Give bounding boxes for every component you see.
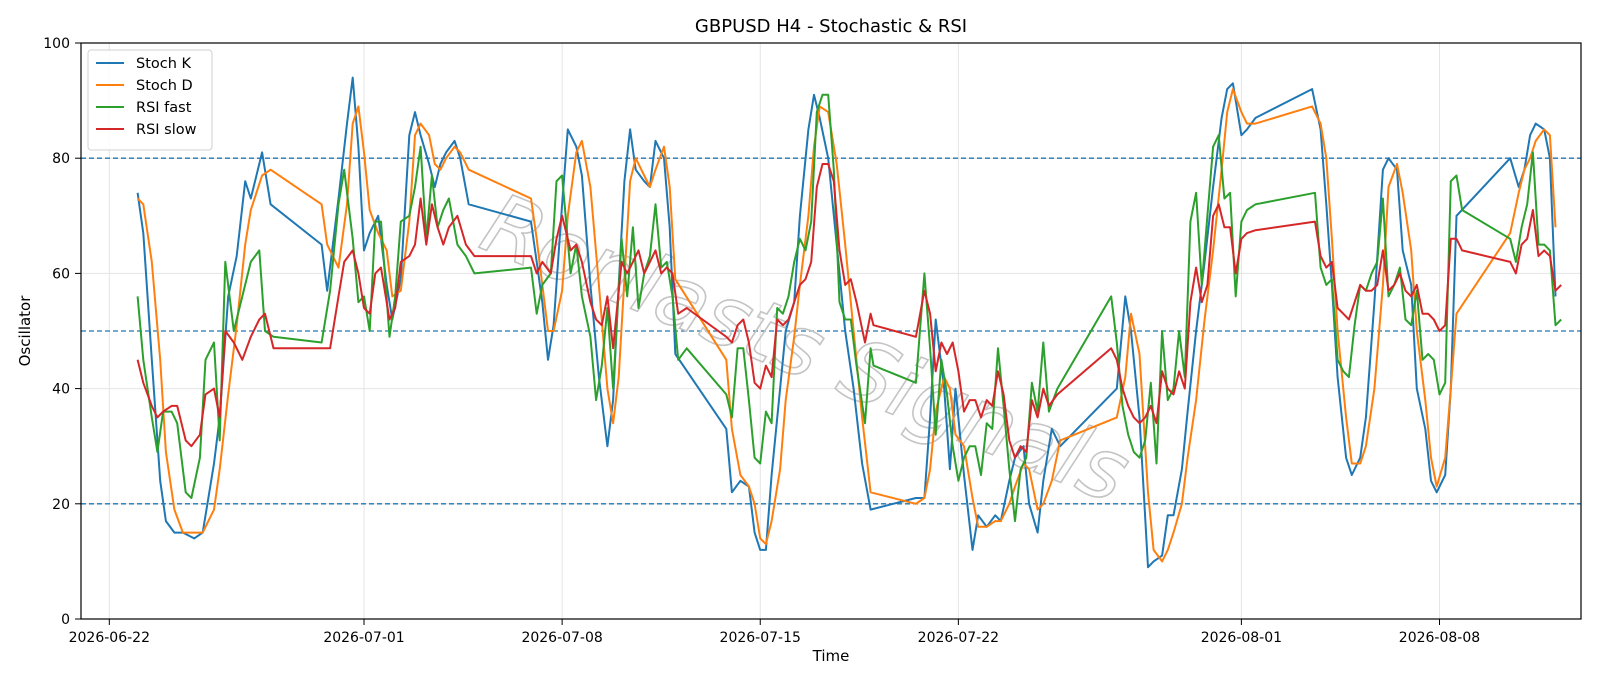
y-tick-label: 40: [52, 382, 70, 398]
y-tick-label: 100: [43, 36, 70, 52]
y-tick-label: 0: [61, 612, 70, 628]
x-tick-label: 2026-06-22: [69, 630, 150, 646]
legend-box: [87, 49, 213, 151]
y-tick-label: 80: [52, 151, 70, 167]
x-tick-label: 2026-08-01: [1201, 630, 1282, 646]
x-tick-label: 2026-08-08: [1399, 630, 1480, 646]
x-tick-label: 2026-07-01: [323, 630, 404, 646]
x-tick-label: 2026-07-15: [720, 630, 801, 646]
x-tick-label: 2026-07-22: [918, 630, 999, 646]
legend-label-rsi-slow: RSI slow: [136, 122, 197, 138]
legend: Stoch K Stoch D RSI fast RSI slow: [87, 49, 213, 151]
legend-label-stoch-d: Stoch D: [136, 78, 193, 94]
y-tick-label: 20: [52, 497, 70, 513]
plot-frame: [80, 42, 1582, 620]
chart-title: GBPUSD H4 - Stochastic & RSI: [695, 16, 967, 37]
x-axis-ticks: 2026-06-22 2026-07-01 2026-07-08 2026-07-15…: [69, 619, 1480, 646]
y-axis-label: Oscillator: [16, 295, 34, 367]
y-axis-ticks: 0 20 40 60 80 100: [43, 36, 81, 628]
legend-label-rsi-fast: RSI fast: [136, 100, 192, 116]
series-lines: [136, 76, 1562, 569]
reference-lines: [81, 157, 1581, 505]
legend-label-stoch-k: Stoch K: [136, 56, 192, 72]
x-axis-label: Time: [812, 647, 850, 665]
series-line-rsi-slow: [136, 163, 1562, 459]
y-tick-label: 60: [52, 266, 70, 282]
x-tick-label: 2026-07-08: [521, 630, 602, 646]
